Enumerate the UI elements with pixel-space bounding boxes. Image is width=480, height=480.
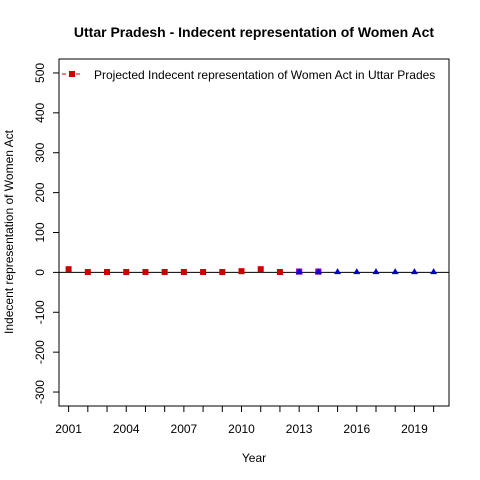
data-point-square	[200, 268, 207, 275]
data-point-square	[123, 268, 130, 275]
x-tick-label: 2016	[343, 422, 370, 436]
data-point-triangle	[410, 268, 418, 275]
data-point-triangle	[391, 268, 399, 275]
data-point-triangle	[295, 268, 303, 275]
data-point-square	[84, 268, 91, 275]
data-point-triangle	[353, 268, 361, 275]
x-tick-label: 2007	[171, 422, 198, 436]
y-tick-label: -100	[33, 300, 47, 324]
y-axis: -300 -200 -100 0 100 200 300 400 500	[33, 63, 59, 404]
y-axis-label: Indecent representation of Women Act	[2, 129, 16, 334]
x-tick-label: 2010	[228, 422, 255, 436]
chart-title: Uttar Pradesh - Indecent representation …	[74, 24, 435, 40]
data-point-square	[238, 268, 245, 275]
y-tick-label: 300	[33, 142, 47, 162]
data-point-square	[257, 266, 264, 273]
data-point-square	[65, 266, 72, 273]
data-point-square	[142, 268, 149, 275]
data-point-square	[219, 268, 226, 275]
y-tick-label: 100	[33, 222, 47, 242]
legend-marker	[69, 71, 75, 77]
x-tick-label: 2004	[113, 422, 140, 436]
y-tick-label: 200	[33, 182, 47, 202]
data-point-triangle	[314, 268, 322, 275]
y-tick-label: 400	[33, 103, 47, 123]
data-point-square	[276, 268, 283, 275]
y-tick-label: -300	[33, 380, 47, 404]
legend-entry-label: Projected Indecent representation of Wom…	[94, 68, 435, 82]
data-points	[65, 266, 438, 275]
legend: Projected Indecent representation of Wom…	[62, 68, 435, 82]
data-point-triangle	[372, 268, 380, 275]
y-tick-label: 0	[33, 269, 47, 276]
data-point-square	[161, 268, 168, 275]
data-point-square	[180, 268, 187, 275]
x-tick-label: 2013	[286, 422, 313, 436]
x-tick-label: 2019	[401, 422, 428, 436]
y-tick-label: -200	[33, 340, 47, 364]
y-tick-label: 500	[33, 63, 47, 83]
data-point-triangle	[430, 268, 438, 275]
x-tick-label: 2001	[55, 422, 82, 436]
plot-area-frame	[58, 58, 450, 407]
x-axis-label: Year	[242, 451, 266, 465]
data-point-triangle	[334, 268, 342, 275]
data-point-square	[104, 268, 111, 275]
x-axis: 2001 2004 2007 2010 2013 2016 2019	[55, 406, 435, 436]
